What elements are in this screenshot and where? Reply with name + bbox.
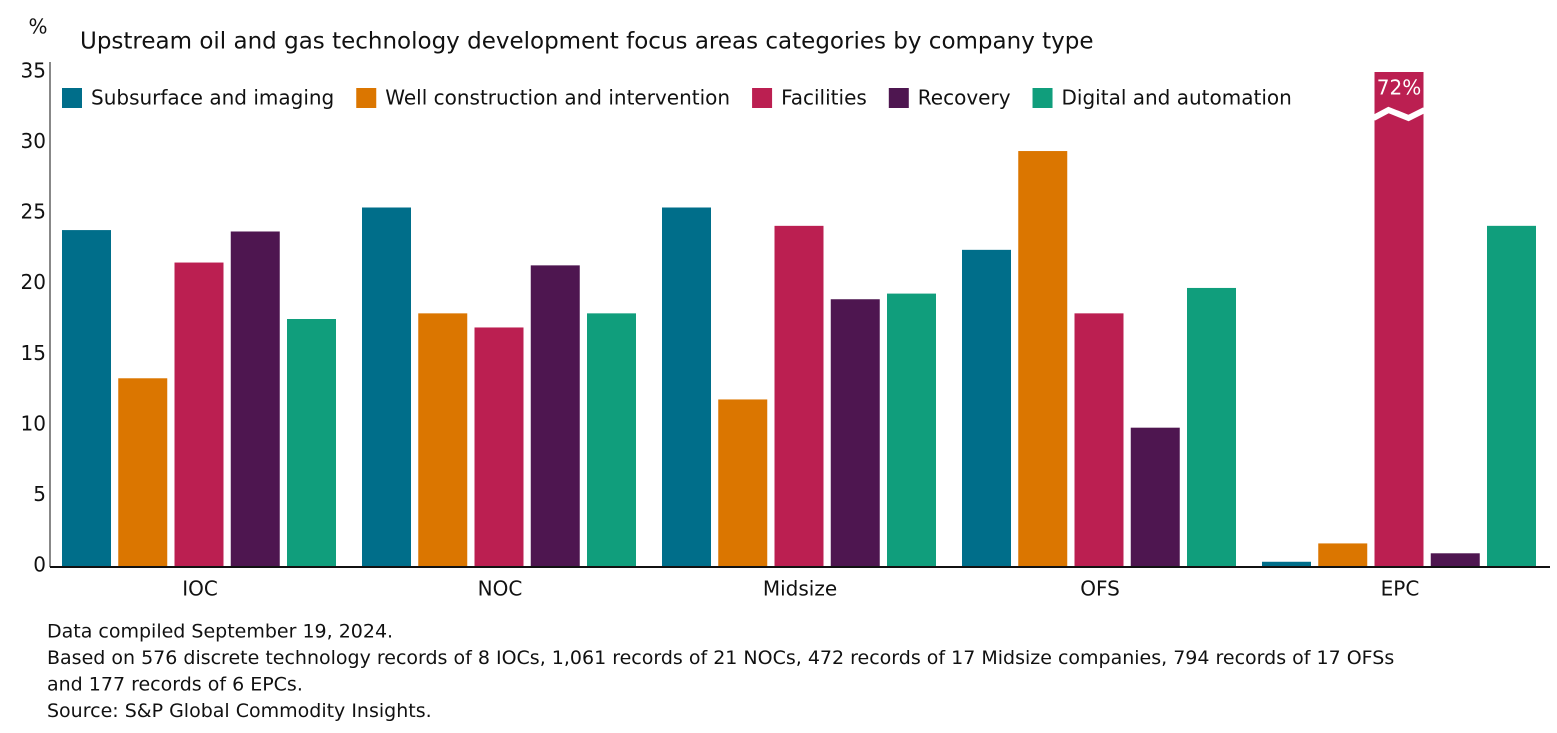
bar: [174, 262, 224, 566]
y-tick-label: 0: [33, 553, 46, 577]
legend-swatch: [752, 88, 773, 108]
chart-title: Upstream oil and gas technology developm…: [80, 29, 1094, 55]
bar: [1130, 427, 1180, 566]
bar: [1430, 553, 1480, 566]
y-tick-label: 20: [21, 270, 46, 294]
bar: [1487, 225, 1536, 567]
legend-label: Facilities: [781, 86, 867, 110]
legend-swatch: [1032, 88, 1053, 108]
bar: [962, 249, 1011, 566]
bar: [718, 399, 768, 566]
y-tick-label: 25: [21, 200, 46, 224]
bar: [662, 207, 711, 567]
bar: [1262, 561, 1311, 566]
x-tick-label: OFS: [1080, 577, 1120, 601]
footnote: and 177 records of 6 EPCs.: [47, 674, 303, 696]
legend-swatch: [62, 88, 82, 108]
y-tick-label: 15: [21, 341, 46, 365]
y-tick-label: 30: [21, 129, 46, 153]
y-tick-label: 35: [21, 59, 46, 83]
legend-label: Well construction and intervention: [385, 86, 730, 110]
y-axis-label: %: [28, 15, 47, 39]
bar: [62, 230, 111, 566]
x-tick-label: EPC: [1381, 577, 1420, 601]
y-tick-label: 5: [33, 482, 46, 506]
bar: [1187, 287, 1236, 566]
legend-label: Subsurface and imaging: [91, 86, 334, 110]
bar: [774, 225, 824, 567]
bar: [1374, 72, 1424, 566]
legend-label: Recovery: [918, 86, 1011, 110]
bar: [830, 299, 880, 566]
bar: [287, 319, 336, 566]
footnote: Data compiled September 19, 2024.: [47, 621, 393, 643]
bar: [118, 378, 168, 566]
bar: [530, 265, 580, 566]
axis-break: [1372, 106, 1426, 122]
data-label: 72%: [1377, 76, 1421, 100]
legend-swatch: [356, 88, 377, 108]
bar: [587, 313, 636, 566]
bar: [1018, 151, 1068, 567]
bar: [1318, 543, 1368, 566]
x-tick-label: Midsize: [763, 577, 837, 601]
footnote: Source: S&P Global Commodity Insights.: [47, 700, 432, 722]
bar: [418, 313, 468, 566]
bar: [474, 327, 524, 566]
y-tick-label: 10: [21, 411, 46, 435]
bar: [230, 231, 280, 566]
legend-swatch: [888, 88, 909, 108]
bar: [362, 207, 411, 567]
legend-label: Digital and automation: [1062, 86, 1292, 110]
bar: [1074, 313, 1124, 566]
footnote: Based on 576 discrete technology records…: [47, 647, 1394, 669]
x-tick-label: IOC: [182, 577, 218, 601]
bar: [887, 293, 936, 566]
x-tick-label: NOC: [478, 577, 523, 601]
